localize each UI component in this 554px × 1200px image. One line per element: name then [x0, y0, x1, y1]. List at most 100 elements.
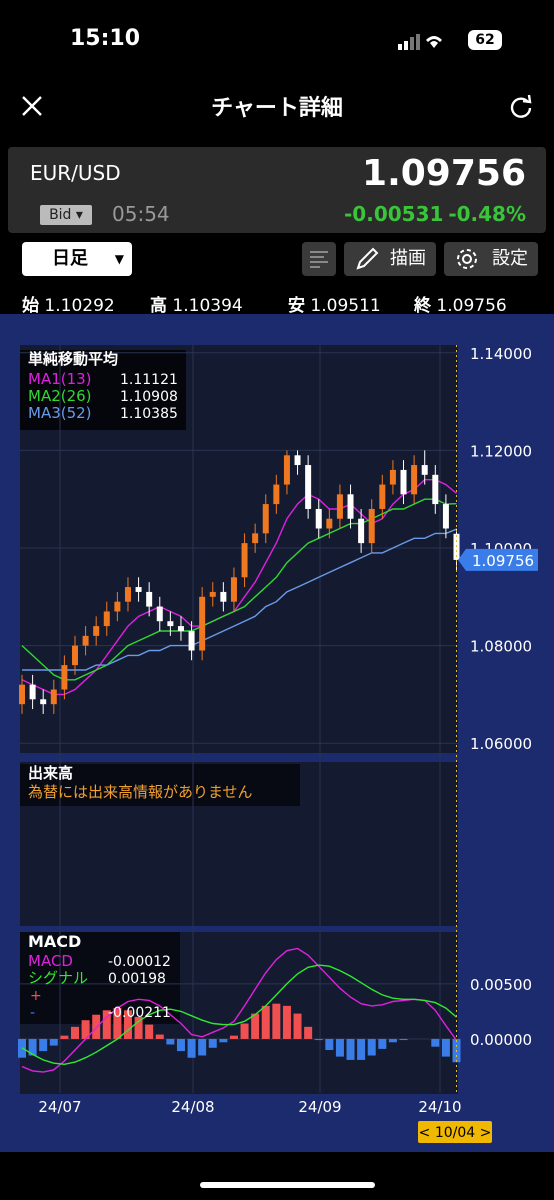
macd-histogram-bar	[219, 1038, 228, 1043]
candle-body	[29, 684, 36, 700]
x-tick-label: 24/10	[418, 1098, 461, 1116]
candle-body	[305, 465, 312, 509]
x-tick-label: 24/08	[171, 1098, 214, 1116]
indicator-button[interactable]	[302, 242, 336, 276]
candle-body	[432, 474, 439, 505]
settings-label: 設定	[492, 248, 528, 269]
macd-histogram-bar	[60, 1035, 69, 1039]
volume-note: 為替には出来高情報がありません	[28, 783, 253, 801]
macd-histogram-bar	[49, 1038, 58, 1046]
macd-histogram-bar	[155, 1034, 164, 1039]
macd-histogram-bar	[145, 1024, 154, 1039]
candle-body	[50, 689, 57, 705]
macd-histogram-bar	[357, 1038, 366, 1060]
candle-body	[411, 465, 418, 495]
legend-name: MA1(13)	[28, 370, 92, 388]
macd-histogram-bar	[92, 1014, 101, 1039]
legend-name: MA2(26)	[28, 387, 92, 405]
change-pct: -0.48%	[448, 202, 526, 226]
macd-histogram-bar	[113, 1008, 122, 1039]
candle-body	[188, 630, 195, 651]
candle-body	[442, 504, 449, 529]
macd-histogram-bar	[208, 1038, 217, 1048]
candle-body	[19, 684, 25, 705]
open-label: 始	[22, 296, 39, 316]
macd-histogram-bar	[441, 1038, 450, 1057]
home-indicator	[200, 1182, 375, 1188]
macd-histogram-bar	[176, 1038, 185, 1052]
ohlc-low: 安 1.09511	[288, 291, 381, 316]
candle-body	[315, 508, 322, 529]
legend-name: +	[30, 988, 42, 1004]
ohlc-open: 始 1.10292	[22, 291, 115, 316]
ma-line	[21, 479, 457, 696]
price-pane	[20, 345, 458, 753]
close-label: 終	[414, 296, 431, 316]
volume-pane	[20, 762, 458, 926]
macd-histogram-bar	[314, 1038, 323, 1041]
pair: EUR/USD	[30, 161, 121, 185]
legend-name: MA3(52)	[28, 404, 92, 422]
macd-histogram-bar	[325, 1038, 334, 1050]
candle-body	[146, 591, 153, 607]
candle-body	[40, 699, 47, 705]
period-select[interactable]: 日足 ▼	[22, 242, 132, 276]
macd-histogram-bar	[251, 1013, 260, 1039]
macd-histogram-bar	[282, 1005, 291, 1039]
ohlc-high: 高 1.10394	[150, 291, 243, 316]
close-button[interactable]	[20, 94, 44, 118]
low-value: 1.09511	[310, 296, 381, 316]
ma-title: 単純移動平均	[28, 350, 118, 368]
candle-body	[283, 455, 290, 485]
y-tick-label: 0.00500	[470, 976, 532, 994]
macd-histogram-bar	[388, 1038, 397, 1043]
ma-line	[21, 498, 457, 681]
battery: 62	[468, 30, 502, 50]
candle-body	[379, 484, 386, 509]
change: -0.00531	[344, 202, 444, 226]
macd-histogram-bar	[378, 1038, 387, 1049]
macd-histogram-bar	[39, 1038, 48, 1052]
settings-button[interactable]: 設定	[444, 242, 538, 276]
macd-histogram-bar	[431, 1038, 440, 1047]
candle-body	[347, 494, 354, 519]
legend-value: -0.00211	[108, 1005, 171, 1021]
candle-body	[103, 611, 110, 627]
y-tick-label: 1.14000	[470, 345, 532, 363]
macd-histogram-bar	[399, 1038, 408, 1041]
high-label: 高	[150, 296, 167, 316]
price-tag-label: 1.09756	[472, 552, 534, 570]
macd-histogram-bar	[166, 1038, 175, 1045]
x-tick-label: 24/09	[298, 1098, 341, 1116]
low-label: 安	[288, 296, 305, 316]
legend-value: 1.11121	[120, 372, 178, 388]
candle-body	[389, 469, 396, 485]
y-tick-label: 0.00000	[470, 1031, 532, 1049]
macd-histogram-bar	[18, 1038, 26, 1058]
candle-body	[135, 587, 142, 592]
candle-body	[400, 469, 407, 495]
macd-line	[21, 947, 458, 1073]
ma-line	[22, 528, 457, 671]
candle-body	[262, 504, 269, 534]
macd-histogram-bar	[240, 1023, 249, 1039]
volume-title: 出来高	[28, 764, 73, 782]
refresh-button[interactable]	[508, 94, 534, 120]
legend-name: シグナル	[28, 969, 88, 987]
candle-body	[82, 635, 89, 646]
status-icons	[398, 34, 442, 50]
candle-body	[336, 494, 343, 519]
side-select[interactable]: Bid ▾	[40, 205, 92, 225]
legend-value: 1.10385	[120, 406, 178, 422]
macd-histogram-bar	[335, 1038, 344, 1057]
draw-label: 描画	[390, 248, 426, 269]
macd-title: MACD	[28, 932, 81, 951]
page-title: チャート詳細	[211, 96, 343, 121]
y-tick-label: 1.10000	[470, 540, 532, 558]
draw-button[interactable]: 描画	[344, 242, 436, 276]
candle-body	[199, 596, 206, 651]
quote-panel: EUR/USD 1.09756 Bid ▾ 05:54 -0.00531 -0.…	[8, 147, 546, 233]
candle-body	[124, 587, 131, 602]
candle-body	[241, 543, 248, 578]
